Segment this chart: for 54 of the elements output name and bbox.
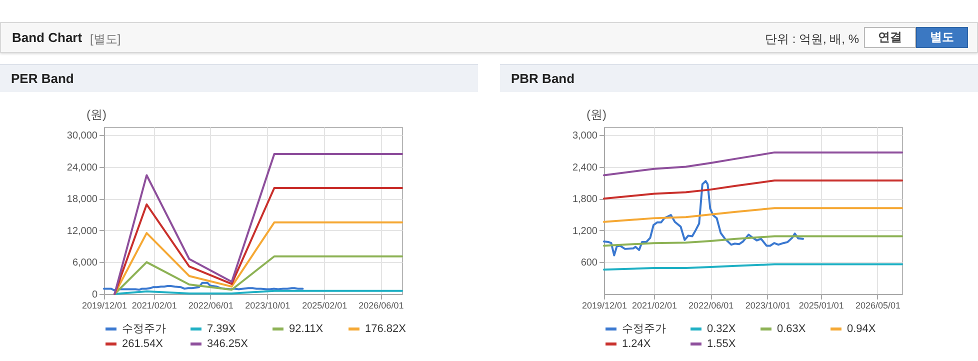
y-tick-label: 600 [580,258,598,269]
legend-label: 92.11X [289,323,324,335]
y-tick-label: 3,000 [572,130,598,142]
y-tick-label: 1,800 [572,194,598,206]
line-series [603,151,903,176]
x-tick-label: 2025/01/01 [798,300,844,310]
x-tick-label: 2019/12/01 [82,300,128,310]
chart-title: PBR Band [500,64,978,92]
x-tick-label: 2019/12/01 [582,300,628,310]
text: 단위 : 억원, 배, % [764,31,859,48]
x-tick-label: 2023/10/01 [745,300,790,310]
y-tick-label: 12,000 [66,226,98,237]
legend-label: 346.25X [207,338,249,350]
line-series [103,282,304,292]
legend-label: 수정주가 [122,323,166,335]
y-tick-label: 1,200 [572,226,598,237]
x-tick-label: 2025/02/01 [302,300,348,310]
line-series [114,255,403,295]
line-series [114,153,403,295]
line-series [114,186,403,295]
x-tick-label: 2026/05/01 [855,300,901,310]
x-tick-label: 2022/06/01 [188,300,234,310]
line-series [603,235,903,247]
x-tick-label: 2022/06/01 [688,300,734,310]
legend-label: 수정주가 [622,323,666,335]
y-tick-label: 18,000 [66,194,98,206]
x-tick-label: 2021/02/01 [632,300,677,310]
legend-label: 0.63X [777,323,806,335]
line-series [114,221,403,295]
y-axis-title: (원) [586,108,606,122]
line-series [603,207,903,223]
x-tick-label: 2026/06/01 [358,300,404,310]
text: [별도] [90,31,121,48]
line-series [603,180,903,200]
legend-label: 176.82X [365,323,407,335]
y-axis-title: (원) [86,108,106,122]
legend-label: 0.32X [707,323,736,335]
text: Band Chart [12,30,82,45]
text: 별도 [916,27,968,48]
legend-label: 261.54X [122,338,164,350]
y-tick-label: 24,000 [66,162,98,174]
y-tick-label: 2,400 [572,162,598,174]
legend-label: 0.94X [847,323,876,335]
x-tick-label: 2021/02/01 [132,300,177,310]
y-tick-label: 6,000 [72,258,98,269]
y-tick-label: 0 [92,290,98,300]
text: 연결 [864,27,916,48]
legend-label: 1.24X [622,338,652,350]
chart-title: PER Band [0,64,478,92]
legend-label: 1.55X [707,338,736,350]
y-tick-label: 30,000 [66,130,98,142]
x-tick-label: 2023/10/01 [245,300,290,310]
line-series [603,180,804,256]
legend-label: 7.39X [207,323,236,335]
